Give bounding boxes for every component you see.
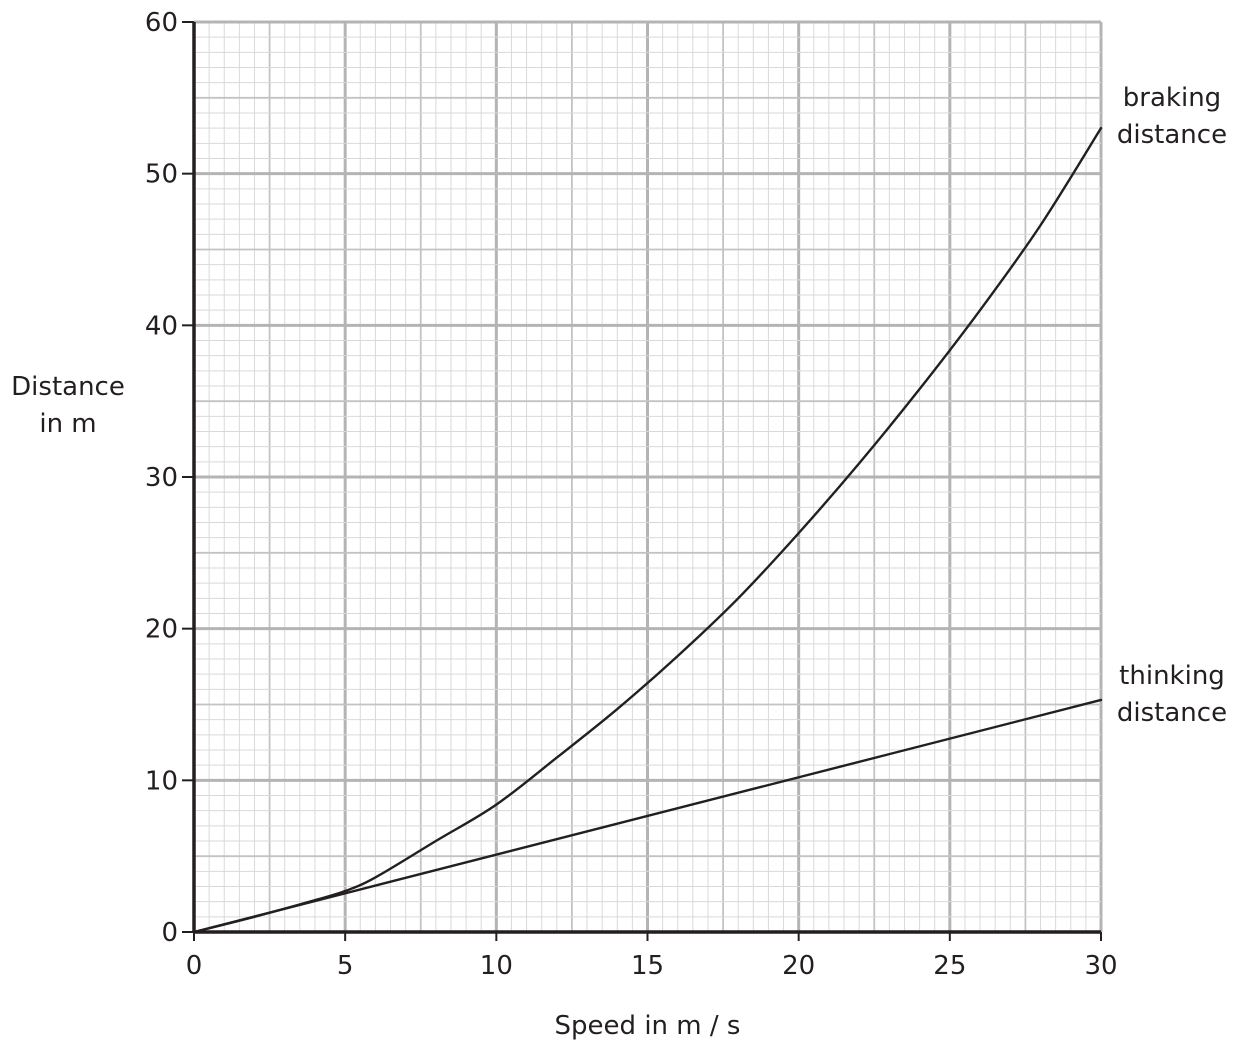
thinking-distance-line xyxy=(192,698,1103,934)
y-tick-label: 60 xyxy=(145,8,178,38)
grid xyxy=(194,20,1103,932)
y-tick-label: 40 xyxy=(145,311,178,341)
y-axis-title-line1: Distance xyxy=(11,372,125,402)
x-tick-label: 10 xyxy=(480,951,513,981)
y-tick-label: 20 xyxy=(145,615,178,645)
x-tick-label: 15 xyxy=(631,951,664,981)
ticks: 0 5 10 15 20 25 30 0 10 20 30 40 50 60 xyxy=(145,8,1118,981)
x-tick-label: 0 xyxy=(186,951,203,981)
series xyxy=(192,126,1103,934)
x-tick-label: 5 xyxy=(337,951,354,981)
braking-distance-label-line2: distance xyxy=(1117,120,1227,150)
y-tick-label: 10 xyxy=(145,766,178,796)
labels: Speed in m / s Distance in m braking dis… xyxy=(11,83,1227,1041)
x-tick-label: 25 xyxy=(933,951,966,981)
x-axis-title: Speed in m / s xyxy=(555,1011,741,1041)
braking-distance-line xyxy=(192,126,1103,934)
x-tick-label: 30 xyxy=(1084,951,1117,981)
y-tick-label: 0 xyxy=(161,918,178,948)
y-tick-label: 30 xyxy=(145,463,178,493)
thinking-distance-label-line2: distance xyxy=(1117,698,1227,728)
y-axis-title-line2: in m xyxy=(39,409,96,439)
x-tick-label: 20 xyxy=(782,951,815,981)
y-tick-label: 50 xyxy=(145,160,178,190)
braking-distance-label-line1: braking xyxy=(1123,83,1221,113)
thinking-distance-label-line1: thinking xyxy=(1119,661,1225,691)
